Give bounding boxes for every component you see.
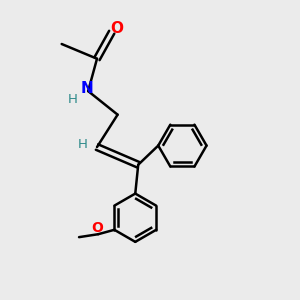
- Text: O: O: [110, 21, 124, 36]
- Text: N: N: [80, 81, 93, 96]
- Text: H: H: [68, 93, 78, 106]
- Text: H: H: [77, 138, 87, 151]
- Text: O: O: [92, 221, 104, 235]
